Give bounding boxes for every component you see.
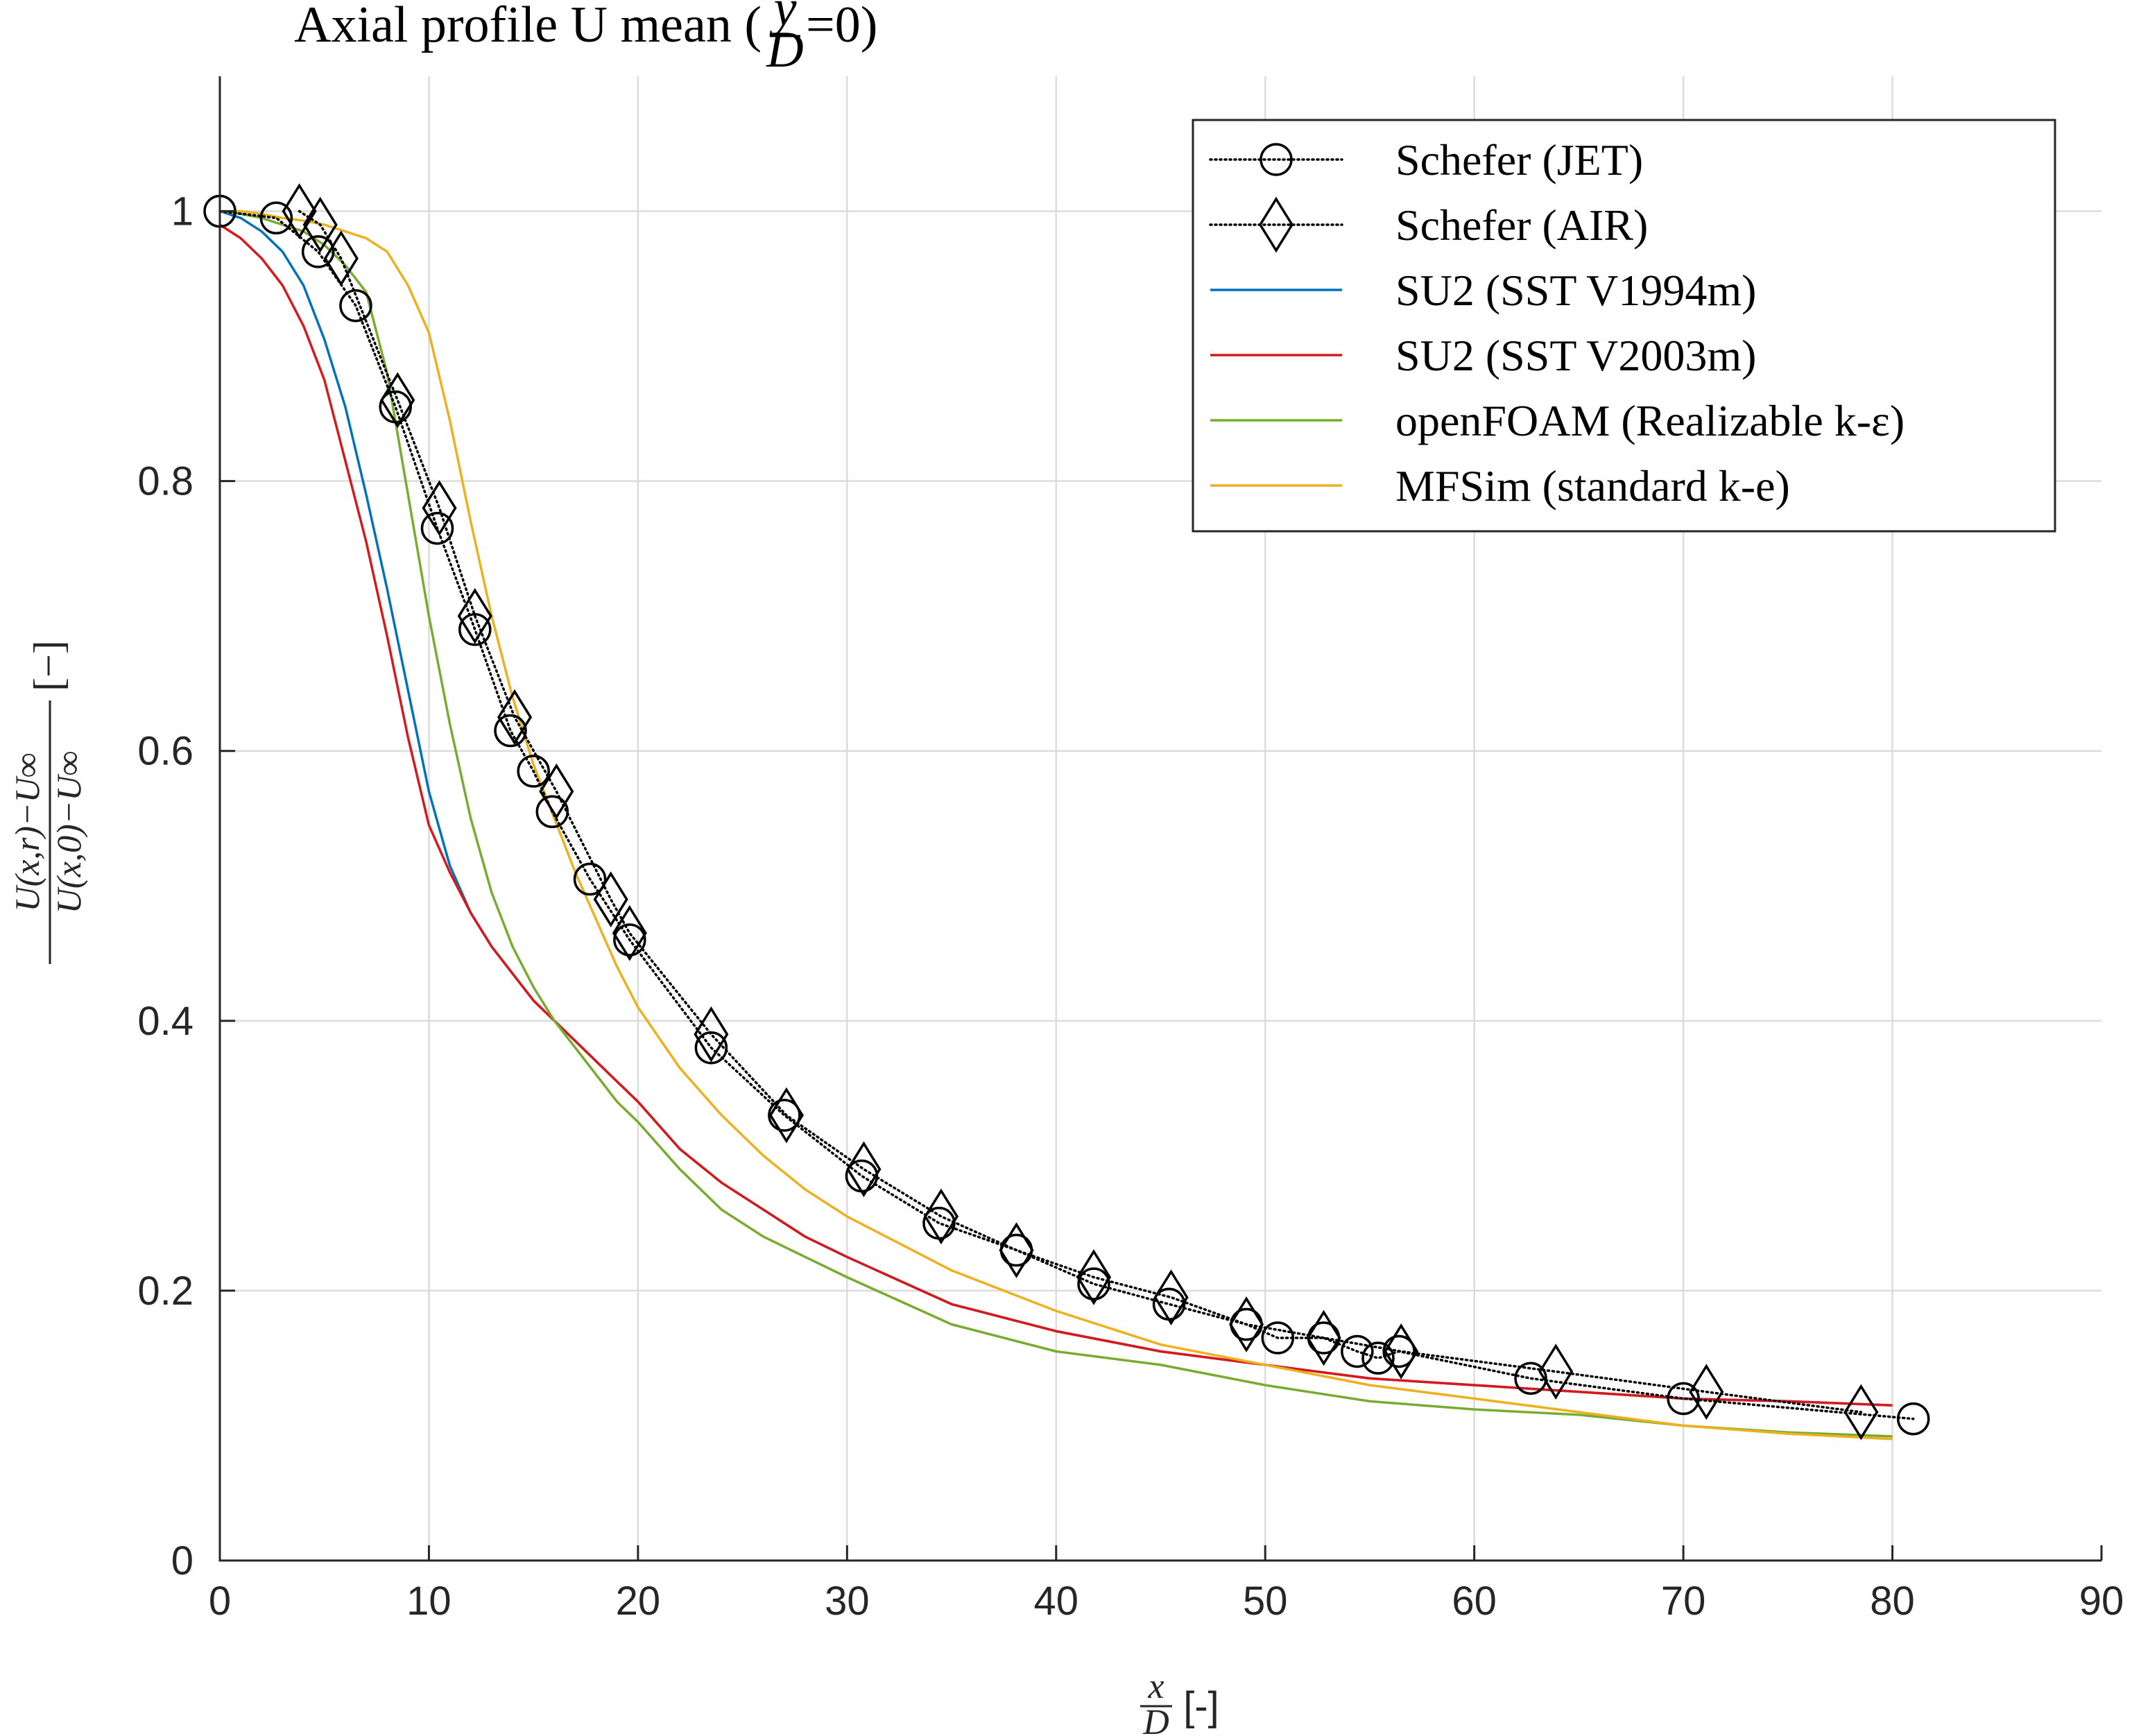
x-tick-label: 0 [209, 1579, 231, 1624]
legend-label: MFSim (standard k-e) [1395, 461, 1790, 510]
data-point-diamond [999, 1222, 1034, 1278]
y-axis-label: U(x,r)−U∞ U(x,0)−U∞ [−] [8, 640, 88, 964]
data-point-circle [339, 289, 372, 323]
xlabel-unit: [-] [1183, 1684, 1219, 1729]
data-point-diamond [1538, 1343, 1574, 1400]
y-tick-label: 0.6 [137, 729, 194, 774]
x-tick-label: 80 [1870, 1579, 1915, 1624]
legend-label: openFOAM (Realizable k-ε) [1395, 396, 1905, 445]
data-point-circle [259, 201, 293, 235]
series-mfsim-standard-k-e [220, 209, 1893, 1441]
data-point-circle [1361, 1341, 1395, 1375]
data-point-circle [573, 862, 607, 896]
data-point-diamond [539, 763, 574, 820]
data-point-circle [494, 714, 527, 748]
data-point-circle [535, 795, 569, 829]
x-axis-label: x D [-] [1140, 1667, 1219, 1736]
data-point-diamond [923, 1188, 959, 1245]
series-line [298, 209, 1863, 1413]
x-tick-label: 90 [2079, 1579, 2124, 1624]
legend-label: Schefer (AIR) [1395, 200, 1648, 250]
data-point-diamond [282, 183, 317, 239]
data-point-circle [301, 235, 335, 268]
series-layer [203, 183, 1930, 1441]
x-tick-label: 20 [616, 1579, 661, 1624]
ylabel-num: U(x,r)−U∞ [8, 753, 46, 911]
data-point-diamond [497, 689, 533, 746]
data-point-diamond [593, 871, 628, 928]
series-line [218, 209, 1915, 1420]
data-point-diamond [846, 1141, 882, 1198]
legend-item: Schefer (AIR) [1209, 196, 1648, 253]
data-point-diamond [422, 480, 457, 536]
y-tick-label: 1 [171, 189, 194, 234]
data-point-diamond [1153, 1269, 1189, 1325]
data-point-circle [1667, 1382, 1700, 1416]
x-tick-label: 70 [1661, 1579, 1706, 1624]
legend-item: Schefer (JET) [1209, 135, 1643, 184]
x-tick-label: 40 [1034, 1579, 1079, 1624]
series-schefer-air [282, 183, 1879, 1441]
data-point-diamond [612, 905, 647, 961]
legend-items: Schefer (JET) Schefer (AIR) SU2 (SST V1994… [1209, 135, 1905, 510]
x-tick-label: 60 [1452, 1579, 1497, 1624]
data-point-diamond [1689, 1364, 1724, 1420]
legend-item: openFOAM (Realizable k-ε) [1210, 396, 1905, 445]
legend-label: Schefer (JET) [1395, 135, 1643, 184]
data-point-circle [1896, 1402, 1930, 1436]
y-tick-label: 0 [171, 1538, 194, 1583]
data-point-diamond [768, 1087, 804, 1144]
data-point-diamond [1076, 1249, 1112, 1305]
y-tick-label: 0.8 [137, 459, 194, 504]
legend-item: SU2 (SST V1994m) [1210, 266, 1756, 315]
data-point-diamond [302, 196, 338, 253]
title-suffix: =0) [806, 0, 877, 53]
data-point-diamond [380, 372, 415, 429]
data-point-circle [1261, 1321, 1295, 1355]
series-line [220, 209, 1893, 1441]
ylabel-den: U(x,0)−U∞ [49, 751, 88, 914]
data-point-circle [1077, 1267, 1110, 1300]
legend-label: SU2 (SST V1994m) [1395, 266, 1756, 315]
data-point-circle [1514, 1361, 1547, 1395]
data-point-circle [458, 612, 492, 646]
xlabel-frac-den: D [1142, 1703, 1169, 1736]
legend-item: MFSim (standard k-e) [1210, 461, 1790, 510]
title-frac-num: y [769, 0, 797, 37]
data-point-diamond [1229, 1296, 1264, 1352]
legend-label: SU2 (SST V2003m) [1395, 331, 1756, 380]
legend-marker-circle [1260, 143, 1293, 176]
y-tick-label: 0.2 [137, 1269, 194, 1314]
data-point-diamond [323, 230, 359, 286]
xlabel-frac-num: x [1147, 1667, 1164, 1706]
data-point-diamond [1306, 1309, 1341, 1366]
x-tick-label: 30 [825, 1579, 870, 1624]
data-point-diamond [457, 587, 492, 644]
x-tick-label: 10 [406, 1579, 452, 1624]
title-frac-den: D [766, 22, 803, 78]
x-tick-label: 50 [1243, 1579, 1288, 1624]
data-point-diamond [694, 1006, 729, 1063]
data-point-circle [613, 923, 646, 956]
data-point-diamond [1384, 1323, 1419, 1380]
legend-marker-diamond [1258, 196, 1294, 253]
legend-item: SU2 (SST V2003m) [1210, 331, 1756, 380]
y-tick-label: 0.4 [137, 999, 194, 1044]
data-point-diamond [1843, 1384, 1879, 1441]
data-point-circle [517, 755, 550, 788]
ticks: 0 10 20 30 40 50 60 70 80 90 0 0.2 0.4 0.6 0.8 1 [137, 189, 2124, 1624]
data-point-circle [1341, 1334, 1374, 1368]
title-prefix: Axial profile U mean ( [294, 0, 762, 53]
legend-box [1192, 119, 2056, 533]
ylabel-unit: [−] [26, 640, 71, 691]
legend: Schefer (JET) Schefer (AIR) SU2 (SST V1994… [1192, 119, 2056, 533]
chart-title: Axial profile U mean ( y D =0) [294, 0, 877, 78]
data-point-circle [420, 511, 454, 545]
